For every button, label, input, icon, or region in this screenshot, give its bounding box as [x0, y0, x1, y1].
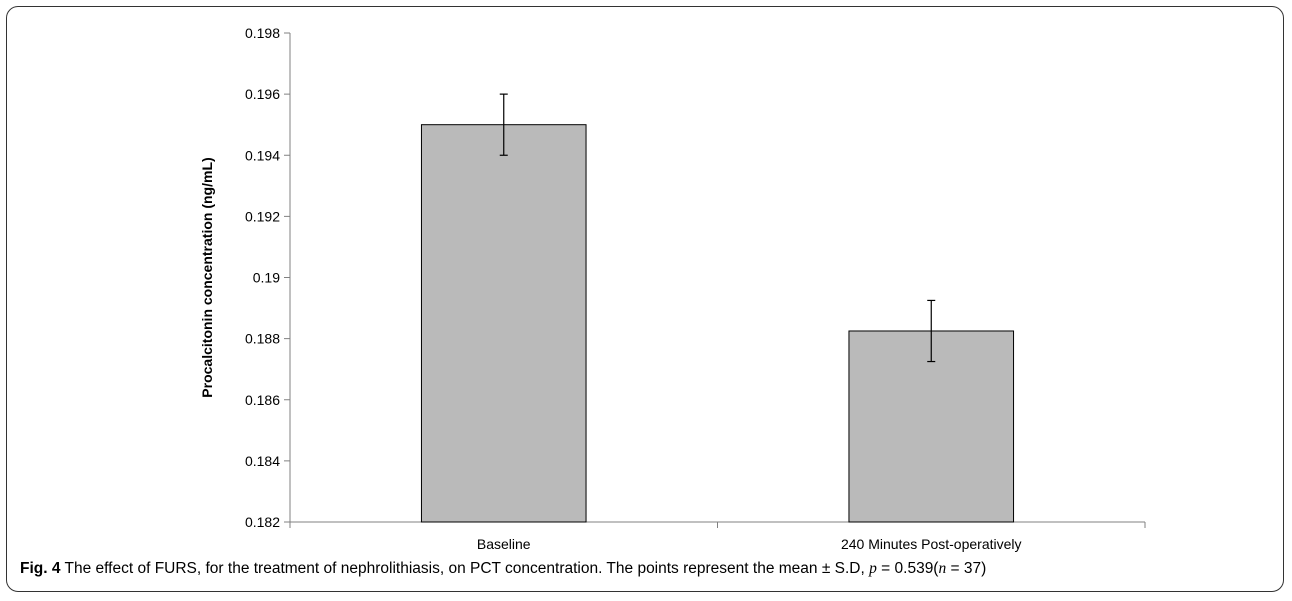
axes [284, 32, 1146, 528]
y-tick-label: 0.198 [245, 25, 280, 41]
n-symbol: n [938, 560, 947, 577]
p-value: = 0.539( [876, 560, 939, 577]
n-value: = 37) [946, 560, 987, 577]
figure-label: Fig. 4 [20, 560, 61, 577]
y-axis-title: Procalcitonin concentration (ng/mL) [199, 157, 215, 397]
p-symbol: p [869, 560, 877, 577]
y-tick-label: 0.196 [245, 86, 280, 102]
y-tick-label: 0.182 [245, 514, 280, 530]
figure-frame [6, 6, 1284, 592]
bar [848, 330, 1015, 523]
y-tick-label: 0.188 [245, 331, 280, 347]
figure-caption: Fig. 4 The effect of FURS, for the treat… [20, 560, 1270, 578]
y-tick-label: 0.194 [245, 147, 280, 163]
x-tick-label: 240 Minutes Post-operatively [841, 536, 1022, 552]
y-tick-label: 0.19 [253, 270, 280, 286]
y-tick-label: 0.192 [245, 208, 280, 224]
x-tick-label: Baseline [477, 536, 531, 552]
labels-group: 0.198 0.196 0.194 0.192 0.19 0.188 0.186 0.184 0… [199, 25, 1022, 552]
bar-chart: 0.198 0.196 0.194 0.192 0.19 0.188 0.186 0.184 0… [199, 25, 1146, 552]
bar [420, 124, 587, 523]
bars-group [420, 93, 1015, 523]
y-tick-label: 0.184 [245, 453, 280, 469]
y-tick-label: 0.186 [245, 392, 280, 408]
caption-text: The effect of FURS, for the treatment of… [60, 560, 870, 577]
